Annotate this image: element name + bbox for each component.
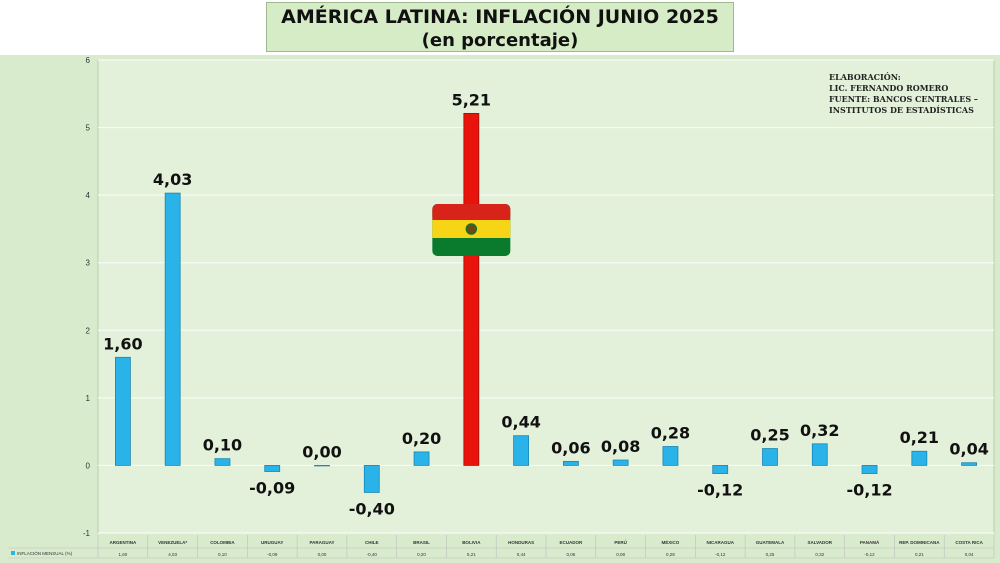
bar	[264, 465, 281, 472]
x-tick-label: COSTA RICA	[955, 540, 983, 545]
credit-line: LIC. FERNANDO ROMERO	[829, 83, 949, 93]
chart-credits: ELABORACIÓN: LIC. FERNANDO ROMERO FUENTE…	[829, 72, 978, 116]
data-label: -0,12	[846, 481, 892, 500]
bar	[214, 458, 231, 466]
data-label: 0,28	[651, 424, 690, 443]
data-label: 0,04	[949, 440, 988, 459]
y-tick-label: 1	[86, 394, 91, 403]
data-label: 5,21	[452, 90, 491, 109]
y-tick-label: 6	[86, 56, 91, 65]
data-label: 0,25	[750, 426, 789, 445]
data-label: -0,40	[349, 499, 395, 518]
table-value: 0,08	[616, 552, 625, 557]
credit-line: FUENTE: BANCOS CENTRALES –	[829, 94, 978, 104]
bar	[413, 451, 430, 466]
table-value: -0,12	[715, 552, 726, 557]
table-value: 0,32	[815, 552, 824, 557]
bar	[363, 465, 380, 493]
bar	[612, 459, 629, 466]
x-tick-label: ARGENTINA	[110, 540, 137, 545]
x-tick-label: HONDURAS	[508, 540, 534, 545]
data-label: 0,21	[900, 428, 939, 447]
bar	[114, 356, 131, 466]
plot-area	[97, 59, 995, 534]
y-tick-label: 3	[86, 259, 91, 268]
data-label: 1,60	[103, 334, 142, 353]
data-label: 4,03	[153, 170, 192, 189]
bar	[911, 450, 928, 466]
table-value: 0,20	[417, 552, 426, 557]
y-tick-label: 0	[86, 461, 91, 470]
bar	[861, 465, 878, 474]
bar	[463, 112, 480, 466]
x-tick-label: REP. DOMINICANA	[899, 540, 940, 545]
table-value: 0,21	[915, 552, 924, 557]
x-tick-label: URUGUAY	[261, 540, 283, 545]
table-value: 0,44	[517, 552, 526, 557]
x-tick-label: PERÚ	[614, 539, 627, 545]
y-tick-label: -1	[83, 529, 91, 538]
x-tick-label: GUATEMALA	[756, 540, 785, 545]
bar	[513, 435, 530, 466]
legend-label: INFLACIÓN MENSUAL (%)	[17, 550, 73, 556]
chart-title-box: AMÉRICA LATINA: INFLACIÓN JUNIO 2025 (en…	[266, 2, 734, 52]
y-tick-label: 4	[86, 191, 91, 200]
chart-title: AMÉRICA LATINA: INFLACIÓN JUNIO 2025	[281, 6, 719, 28]
data-label: 0,20	[402, 429, 441, 448]
table-value: 4,03	[168, 552, 177, 557]
bar	[712, 465, 729, 474]
chart-subtitle: (en porcentaje)	[421, 30, 579, 51]
bar	[762, 448, 778, 466]
x-tick-label: COLOMBIA	[210, 540, 235, 545]
table-value: 0,28	[666, 552, 675, 557]
bar	[562, 460, 579, 466]
bar	[662, 446, 679, 466]
x-tick-label: SALVADOR	[807, 540, 832, 545]
y-tick-label: 5	[86, 124, 91, 133]
table-value: -0,12	[864, 552, 875, 557]
table-value: 5,21	[467, 552, 476, 557]
table-value: -0,09	[267, 552, 278, 557]
table-value: 0,04	[965, 552, 974, 557]
x-tick-label: CHILE	[365, 540, 379, 545]
data-label: 0,06	[551, 438, 590, 457]
bar	[314, 465, 330, 467]
bar	[961, 462, 978, 466]
x-tick-label: ECUADOR	[560, 540, 584, 545]
data-label: 0,10	[203, 436, 242, 455]
table-value: 0,06	[567, 552, 576, 557]
bar	[164, 192, 181, 466]
credit-line: INSTITUTOS DE ESTADÍSTICAS	[829, 105, 974, 115]
data-label: 0,32	[800, 421, 839, 440]
table-value: 1,60	[119, 552, 128, 557]
legend-swatch	[11, 551, 15, 555]
credit-line: ELABORACIÓN:	[829, 72, 901, 82]
data-label: -0,09	[249, 479, 295, 498]
bolivia-flag-icon	[432, 204, 511, 256]
table-value: -0,40	[367, 552, 378, 557]
bar	[811, 443, 828, 466]
table-value: 0,25	[766, 552, 775, 557]
x-tick-label: BOLIVIA	[462, 540, 481, 545]
x-tick-label: BRASIL	[413, 540, 430, 545]
x-tick-label: VENEZUELA*	[158, 540, 187, 545]
x-tick-label: PARAGUAY	[309, 540, 334, 545]
table-value: 0,10	[218, 552, 227, 557]
x-tick-label: PANAMÁ	[860, 539, 880, 545]
data-label: 0,44	[501, 413, 540, 432]
y-tick-label: 2	[86, 326, 91, 335]
data-label: 0,08	[601, 437, 640, 456]
table-value: 0,00	[318, 552, 327, 557]
data-label: -0,12	[697, 481, 743, 500]
x-tick-label: NICARAGUA	[706, 540, 734, 545]
data-label: 0,00	[302, 442, 341, 461]
x-tick-label: MÉXICO	[662, 538, 680, 545]
